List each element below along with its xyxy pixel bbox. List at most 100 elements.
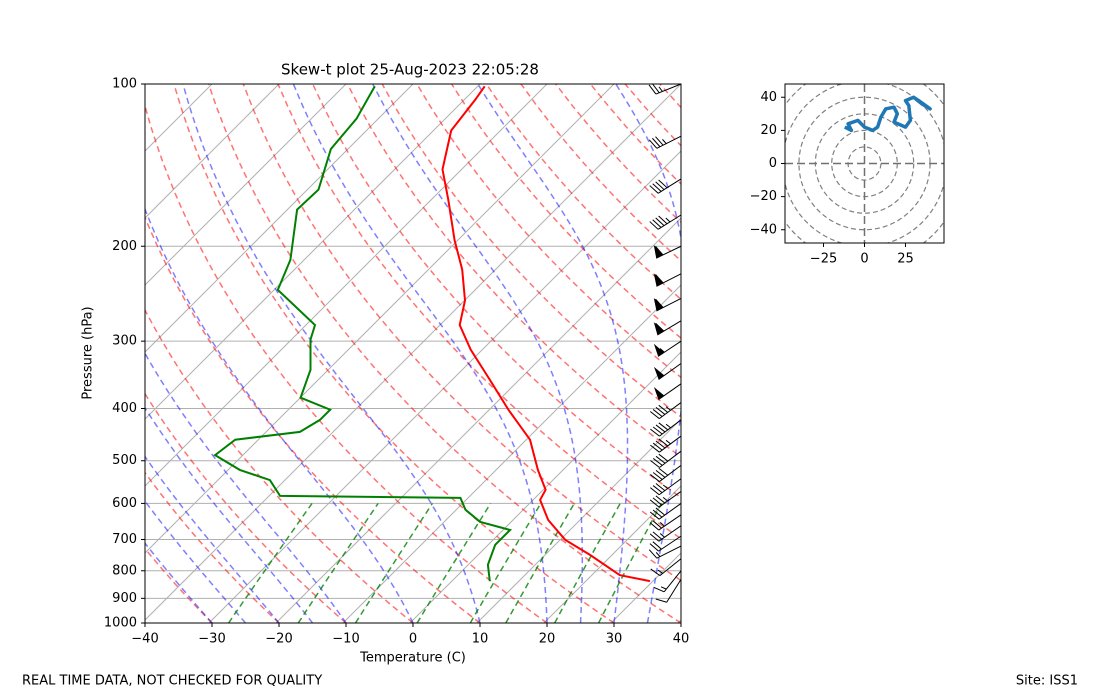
wind-barb <box>648 135 682 149</box>
dry-adiabat <box>416 84 681 379</box>
dry-adiabat <box>381 84 681 418</box>
wind-barb <box>653 245 682 259</box>
y-axis-label: Pressure (hPa) <box>81 306 96 399</box>
axes-frame <box>784 83 945 244</box>
y-tick-label: 100 <box>112 77 137 92</box>
moist-adiabat <box>182 84 481 623</box>
wind-barb <box>649 525 682 542</box>
wind-barb <box>649 491 682 508</box>
dry-adiabat <box>277 84 681 540</box>
wind-barb <box>650 419 682 437</box>
wind-barb <box>650 450 682 468</box>
moist-adiabat <box>372 84 584 623</box>
isotherm <box>409 351 681 623</box>
x-tick-label: 25 <box>897 252 914 267</box>
isotherm <box>145 84 414 353</box>
mixing-ratio <box>597 503 663 623</box>
isotherm <box>677 619 681 623</box>
y-tick-label: −20 <box>750 189 777 204</box>
dry-adiabat <box>145 547 213 623</box>
y-tick-label: 600 <box>112 496 137 511</box>
y-tick-label: −40 <box>750 222 777 237</box>
wind-barb <box>649 214 682 230</box>
moist-adiabat <box>145 207 414 623</box>
profile-line <box>441 85 651 583</box>
isotherm <box>342 284 681 623</box>
y-tick-label: 900 <box>112 591 137 606</box>
isotherm <box>275 217 681 623</box>
chart-title: Skew-t plot 25-Aug-2023 22:05:28 <box>281 61 539 79</box>
x-tick-label: 40 <box>673 632 690 647</box>
wind-barb <box>653 320 682 336</box>
dry-adiabat <box>145 215 481 623</box>
wind-barb <box>650 435 682 453</box>
plot-area <box>145 84 1100 623</box>
y-tick-label: 200 <box>112 239 137 254</box>
site-label: Site: ISS1 <box>1016 674 1078 689</box>
x-tick-label: 20 <box>539 632 556 647</box>
dry-adiabat <box>520 84 681 262</box>
isotherm <box>610 552 681 623</box>
x-tick-label: −30 <box>198 632 225 647</box>
dry-adiabat <box>145 103 548 623</box>
x-tick-label: −25 <box>810 252 837 267</box>
isotherm <box>145 84 347 286</box>
dry-adiabat <box>242 84 681 582</box>
moist-adiabat <box>615 84 681 623</box>
wind-barb <box>653 273 682 287</box>
y-tick-label: 700 <box>112 532 137 547</box>
wind-barb <box>650 402 682 420</box>
dry-adiabat <box>659 84 681 109</box>
isotherm <box>145 84 213 152</box>
y-tick-label: 40 <box>760 90 777 105</box>
isotherm <box>208 150 681 623</box>
dry-adiabat <box>450 84 681 340</box>
mixing-ratio <box>469 503 542 623</box>
dry-adiabat <box>145 392 347 623</box>
wind-barb <box>655 579 682 603</box>
x-tick-label: −20 <box>265 632 292 647</box>
wind-barb <box>650 464 682 482</box>
hodograph-area <box>785 84 944 243</box>
dry-adiabat <box>555 84 681 224</box>
isotherm <box>145 84 615 554</box>
mixing-ratio <box>354 502 434 623</box>
y-tick-label: 0 <box>769 156 777 171</box>
wind-barb <box>649 503 682 520</box>
y-tick-label: 300 <box>112 334 137 349</box>
x-axis-label: Temperature (C) <box>359 651 466 666</box>
footer-note: REAL TIME DATA, NOT CHECKED FOR QUALITY <box>22 674 322 689</box>
wind-barb <box>653 363 682 380</box>
y-tick-label: 800 <box>112 563 137 578</box>
wind-barb <box>648 545 682 559</box>
wind-barb <box>653 297 682 312</box>
x-tick-label: 30 <box>606 632 623 647</box>
mixing-ratio <box>297 502 379 623</box>
x-tick-label: −40 <box>131 632 158 647</box>
moist-adiabat <box>145 406 314 623</box>
x-tick-label: 10 <box>472 632 489 647</box>
wind-barb <box>648 83 682 95</box>
y-tick-label: 20 <box>760 123 777 138</box>
wind-barb <box>649 535 682 552</box>
wind-barb <box>649 178 682 194</box>
profile-line <box>213 85 513 582</box>
dry-adiabat <box>485 84 681 301</box>
dry-adiabat <box>764 84 1100 623</box>
isotherm <box>145 84 481 420</box>
isotherm <box>476 418 681 623</box>
moist-adiabat <box>477 84 629 623</box>
wind-barb <box>653 570 682 593</box>
x-tick-label: 0 <box>409 632 417 647</box>
moist-adiabat <box>145 541 213 623</box>
dry-adiabat <box>624 84 681 147</box>
dry-adiabat <box>312 84 681 499</box>
dry-adiabat <box>346 84 681 458</box>
y-tick-label: 500 <box>112 453 137 468</box>
isotherm <box>543 485 681 623</box>
dry-adiabat <box>145 471 280 623</box>
wind-barb <box>650 558 682 577</box>
